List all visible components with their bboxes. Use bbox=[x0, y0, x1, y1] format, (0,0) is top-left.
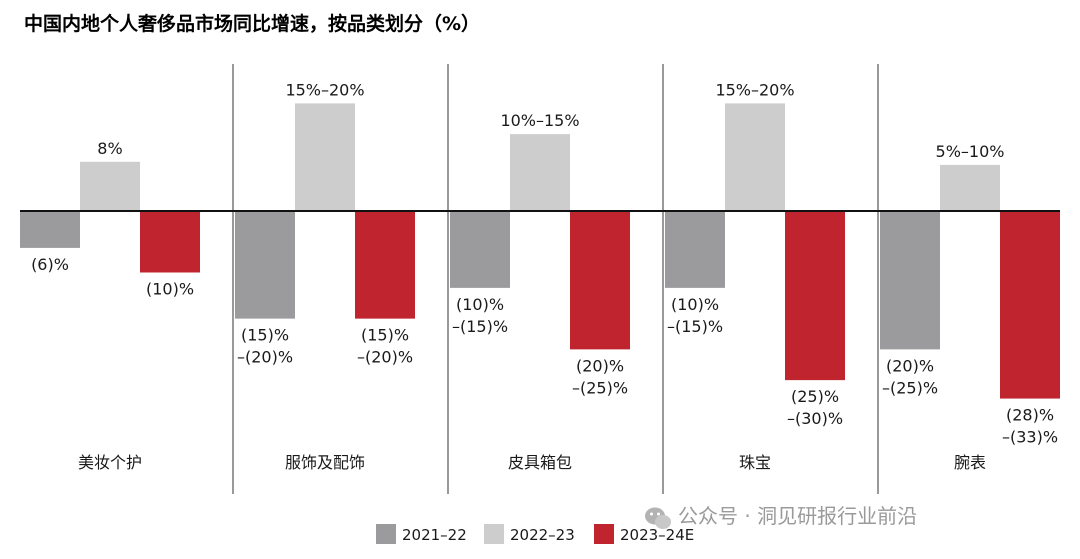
category-labels: 美妆个护 服饰及配饰 皮具箱包 珠宝 腕表 bbox=[78, 453, 986, 472]
bar-2023–24E-美妆个护 bbox=[140, 211, 200, 273]
data-label: (28)% bbox=[1006, 406, 1054, 425]
legend-swatch bbox=[484, 524, 504, 544]
bar-2022–23-珠宝 bbox=[725, 103, 785, 211]
wechat-icon bbox=[645, 507, 671, 529]
data-label: –(20)% bbox=[237, 348, 293, 367]
data-label: 10%–15% bbox=[500, 111, 579, 130]
bar-2021–22-珠宝 bbox=[665, 211, 725, 288]
data-label: 8% bbox=[97, 139, 122, 158]
data-label: (20)% bbox=[576, 356, 624, 375]
data-label: 15%–20% bbox=[715, 80, 794, 99]
category-label: 珠宝 bbox=[739, 453, 771, 472]
category-label: 皮具箱包 bbox=[508, 453, 572, 472]
legend-swatch bbox=[594, 524, 614, 544]
legend-swatch bbox=[376, 524, 396, 544]
data-label: –(25)% bbox=[882, 378, 938, 397]
legend: 2021–22 2022–23 2023–24E bbox=[376, 524, 694, 544]
bar-2021–22-腕表 bbox=[880, 211, 940, 350]
data-label: (10)% bbox=[146, 280, 194, 299]
data-label: –(25)% bbox=[572, 378, 628, 397]
bar-2022–23-腕表 bbox=[940, 164, 1000, 211]
data-labels: (6)% 8% (10)% (15)% –(20)% 15%–20% (15)% –(20)%… bbox=[31, 80, 1058, 446]
bar-2023–24E-珠宝 bbox=[785, 211, 845, 381]
legend-label: 2021–22 bbox=[402, 526, 467, 544]
data-label: (15)% bbox=[241, 326, 289, 345]
bar-2022–23-美妆个护 bbox=[80, 161, 140, 211]
data-label: (20)% bbox=[886, 356, 934, 375]
data-label: (15)% bbox=[361, 326, 409, 345]
chart-title: 中国内地个人奢侈品市场同比增速，按品类划分（%） bbox=[24, 12, 480, 35]
data-label: –(15)% bbox=[667, 317, 723, 336]
watermark: 公众号 · 洞见研报行业前沿 bbox=[645, 504, 917, 529]
data-label: (10)% bbox=[456, 295, 504, 314]
category-label: 腕表 bbox=[954, 453, 986, 472]
bar-2021–22-服饰及配饰 bbox=[235, 211, 295, 319]
bar-2023–24E-服饰及配饰 bbox=[355, 211, 415, 319]
legend-label: 2023–24E bbox=[620, 526, 694, 544]
category-label: 美妆个护 bbox=[78, 453, 142, 472]
data-label: –(30)% bbox=[787, 409, 843, 428]
data-label: 15%–20% bbox=[285, 80, 364, 99]
data-label: (10)% bbox=[671, 295, 719, 314]
bar-2023–24E-皮具箱包 bbox=[570, 211, 630, 350]
bar-2022–23-服饰及配饰 bbox=[295, 103, 355, 211]
category-label: 服饰及配饰 bbox=[285, 453, 365, 472]
data-label: (6)% bbox=[31, 255, 69, 274]
bars bbox=[20, 103, 1060, 399]
watermark-text: 公众号 · 洞见研报行业前沿 bbox=[678, 504, 917, 528]
category-dividers bbox=[232, 64, 879, 494]
data-label: –(20)% bbox=[357, 348, 413, 367]
data-label: (25)% bbox=[791, 387, 839, 406]
bar-2022–23-皮具箱包 bbox=[510, 134, 570, 211]
bar-2021–22-美妆个护 bbox=[20, 211, 80, 248]
data-label: –(33)% bbox=[1002, 428, 1058, 447]
legend-label: 2022–23 bbox=[510, 526, 575, 544]
bar-2023–24E-腕表 bbox=[1000, 211, 1060, 399]
data-label: –(15)% bbox=[452, 317, 508, 336]
data-label: 5%–10% bbox=[936, 142, 1005, 161]
bar-2021–22-皮具箱包 bbox=[450, 211, 510, 288]
